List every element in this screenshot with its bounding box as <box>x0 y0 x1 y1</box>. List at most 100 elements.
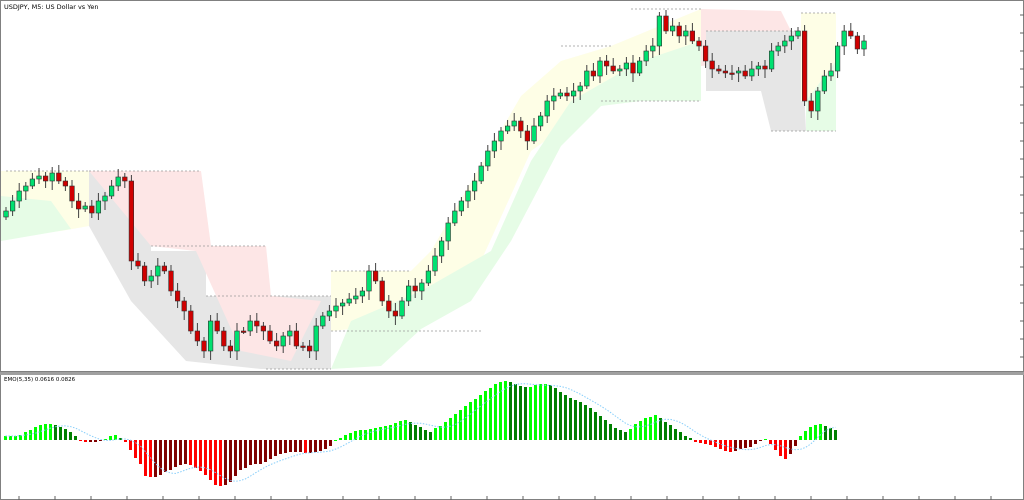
histogram-bar <box>194 440 197 468</box>
histogram-bar <box>314 440 317 452</box>
histogram-bar <box>579 402 582 440</box>
pane-separator[interactable] <box>0 371 1024 375</box>
histogram-bar <box>84 440 87 442</box>
histogram-bar <box>664 422 667 440</box>
bear-candle <box>518 120 524 132</box>
histogram-bar <box>684 436 687 440</box>
bear-candle <box>590 70 596 77</box>
histogram-bar <box>49 424 52 440</box>
bull-candle <box>36 175 42 180</box>
candlestick-chart[interactable] <box>1 1 1024 373</box>
bull-candle <box>23 185 29 192</box>
histogram-bar <box>784 440 787 459</box>
bull-candle <box>471 180 478 192</box>
histogram-bar <box>624 432 627 440</box>
bull-candle <box>683 30 689 37</box>
bull-candle <box>749 68 755 77</box>
histogram-bar <box>359 430 362 440</box>
bull-candle <box>650 45 656 52</box>
histogram-bar <box>199 440 202 471</box>
histogram-bar <box>719 440 722 449</box>
bull-candle <box>584 70 590 87</box>
histogram-bar <box>729 440 732 452</box>
bull-candle <box>16 190 22 202</box>
histogram-bar <box>484 391 487 440</box>
bear-candle <box>762 65 768 70</box>
bull-candle <box>795 30 801 37</box>
histogram-bar <box>704 440 707 444</box>
bull-candle <box>643 50 649 62</box>
histogram-bar <box>209 440 212 480</box>
histogram-bar <box>244 440 247 468</box>
bull-candle <box>623 62 629 70</box>
bull-candle <box>333 305 339 312</box>
histogram-bar <box>259 440 262 464</box>
histogram-bar <box>364 430 367 440</box>
bull-candle <box>570 90 577 97</box>
histogram-bar <box>474 399 477 440</box>
bull-candle <box>755 65 761 70</box>
channel-band <box>1 196 71 241</box>
histogram-bar <box>219 440 222 486</box>
histogram-bar <box>639 421 642 440</box>
bear-candle <box>76 200 82 210</box>
emo-histogram[interactable] <box>1 375 1024 500</box>
bull-candle <box>339 302 346 307</box>
histogram-bar <box>89 440 92 442</box>
histogram-bar <box>254 440 257 464</box>
histogram-bar <box>64 429 67 440</box>
bull-candle <box>208 320 214 352</box>
histogram-bar <box>434 428 437 440</box>
histogram-bar <box>679 432 682 440</box>
bull-candle <box>577 85 583 92</box>
histogram-bar <box>374 428 377 440</box>
histogram-bar <box>734 440 737 451</box>
bull-candle <box>3 210 9 218</box>
histogram-bar <box>534 385 537 440</box>
bull-candle <box>557 92 563 97</box>
histogram-bar <box>164 440 167 472</box>
bear-candle <box>293 330 300 347</box>
bull-candle <box>485 150 491 167</box>
bear-candle <box>729 72 735 75</box>
histogram-bar <box>469 402 472 440</box>
bear-candle <box>227 345 234 352</box>
indicator-pane[interactable]: EMO(5,35) 0.0616 0.0826 <box>0 375 1024 500</box>
bull-candle <box>366 270 372 292</box>
histogram-bar <box>369 429 372 440</box>
histogram-bar <box>634 424 637 440</box>
histogram-bar <box>654 415 657 440</box>
bear-candle <box>62 180 68 187</box>
bull-candle <box>280 335 286 347</box>
bull-candle <box>445 222 451 242</box>
histogram-bar <box>394 423 397 440</box>
histogram-bar <box>234 440 237 476</box>
histogram-bar <box>299 440 302 452</box>
bear-candle <box>742 70 748 77</box>
bear-candle <box>689 30 695 42</box>
price-chart-pane[interactable]: USDJPY, M5: US Dollar vs Yen <box>0 0 1024 372</box>
histogram-bar <box>439 426 442 440</box>
bear-candle <box>610 65 616 72</box>
bull-candle <box>669 25 676 32</box>
histogram-bar <box>549 385 552 440</box>
histogram-bar <box>594 412 597 440</box>
histogram-bar <box>749 440 752 447</box>
bear-candle <box>260 325 267 332</box>
indicator-title: EMO(5,35) 0.0616 0.0826 <box>4 377 76 383</box>
histogram-bar <box>659 418 662 440</box>
histogram-bar <box>329 440 332 446</box>
histogram-bar <box>249 440 252 465</box>
bull-candle <box>458 200 465 212</box>
histogram-bar <box>569 398 572 440</box>
bear-candle <box>379 280 385 302</box>
histogram-bar <box>69 432 72 440</box>
bear-candle <box>412 285 418 292</box>
bear-candle <box>392 310 399 317</box>
histogram-bar <box>599 416 602 440</box>
histogram-bar <box>134 440 137 458</box>
histogram-bar <box>614 428 617 440</box>
histogram-bar <box>574 400 577 440</box>
histogram-bar <box>539 384 542 440</box>
histogram-bar <box>739 440 742 449</box>
